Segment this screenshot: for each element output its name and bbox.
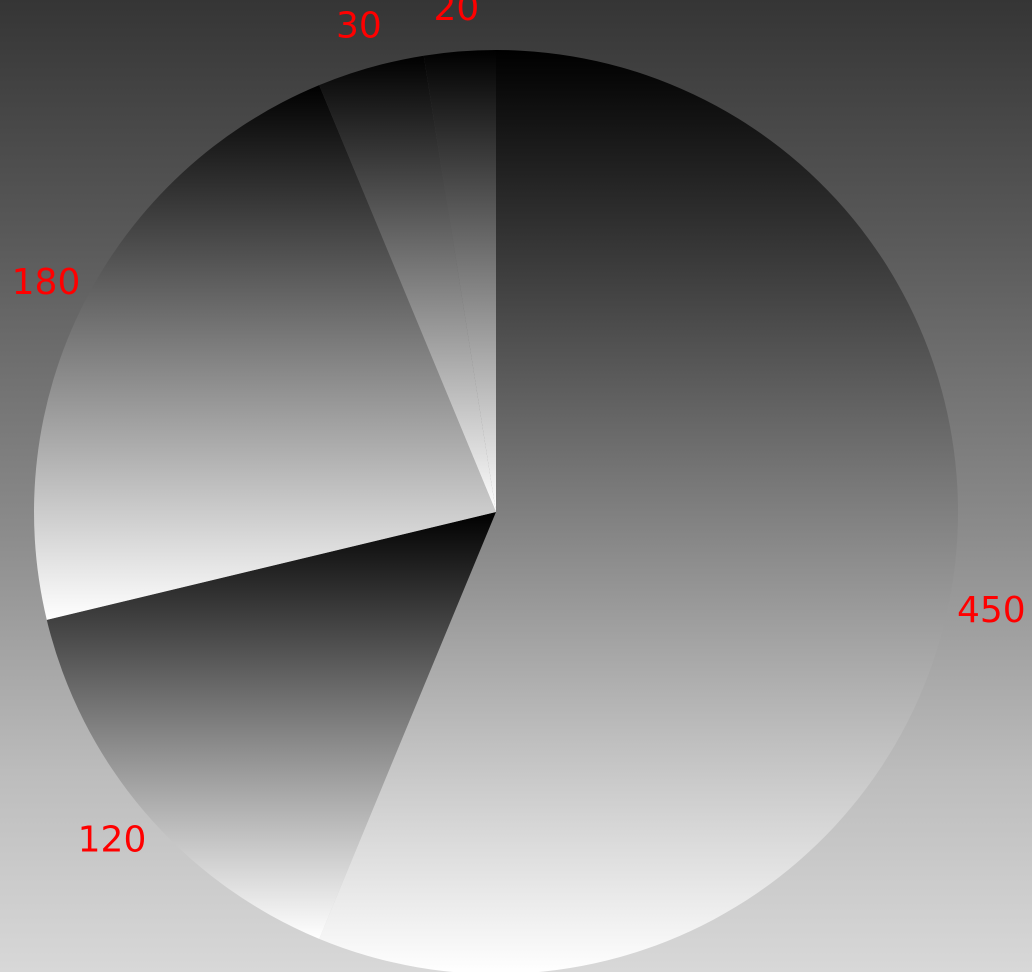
pie-data-label-4: 20 [433,0,479,29]
pie-data-label-2: 180 [12,262,81,303]
pie-data-label-0: 450 [957,590,1026,631]
pie-slices [34,50,959,972]
pie-slice-4 [423,50,496,512]
pie-data-labels: 450 120 180 30 20 [12,0,1026,861]
pie-slice-0 [319,50,959,972]
pie-data-label-1: 120 [78,820,147,861]
pie-data-label-3: 30 [336,6,382,47]
pie-slice-2 [34,85,497,620]
pie-slice-1 [46,512,497,939]
pie-slice-3 [319,55,496,512]
